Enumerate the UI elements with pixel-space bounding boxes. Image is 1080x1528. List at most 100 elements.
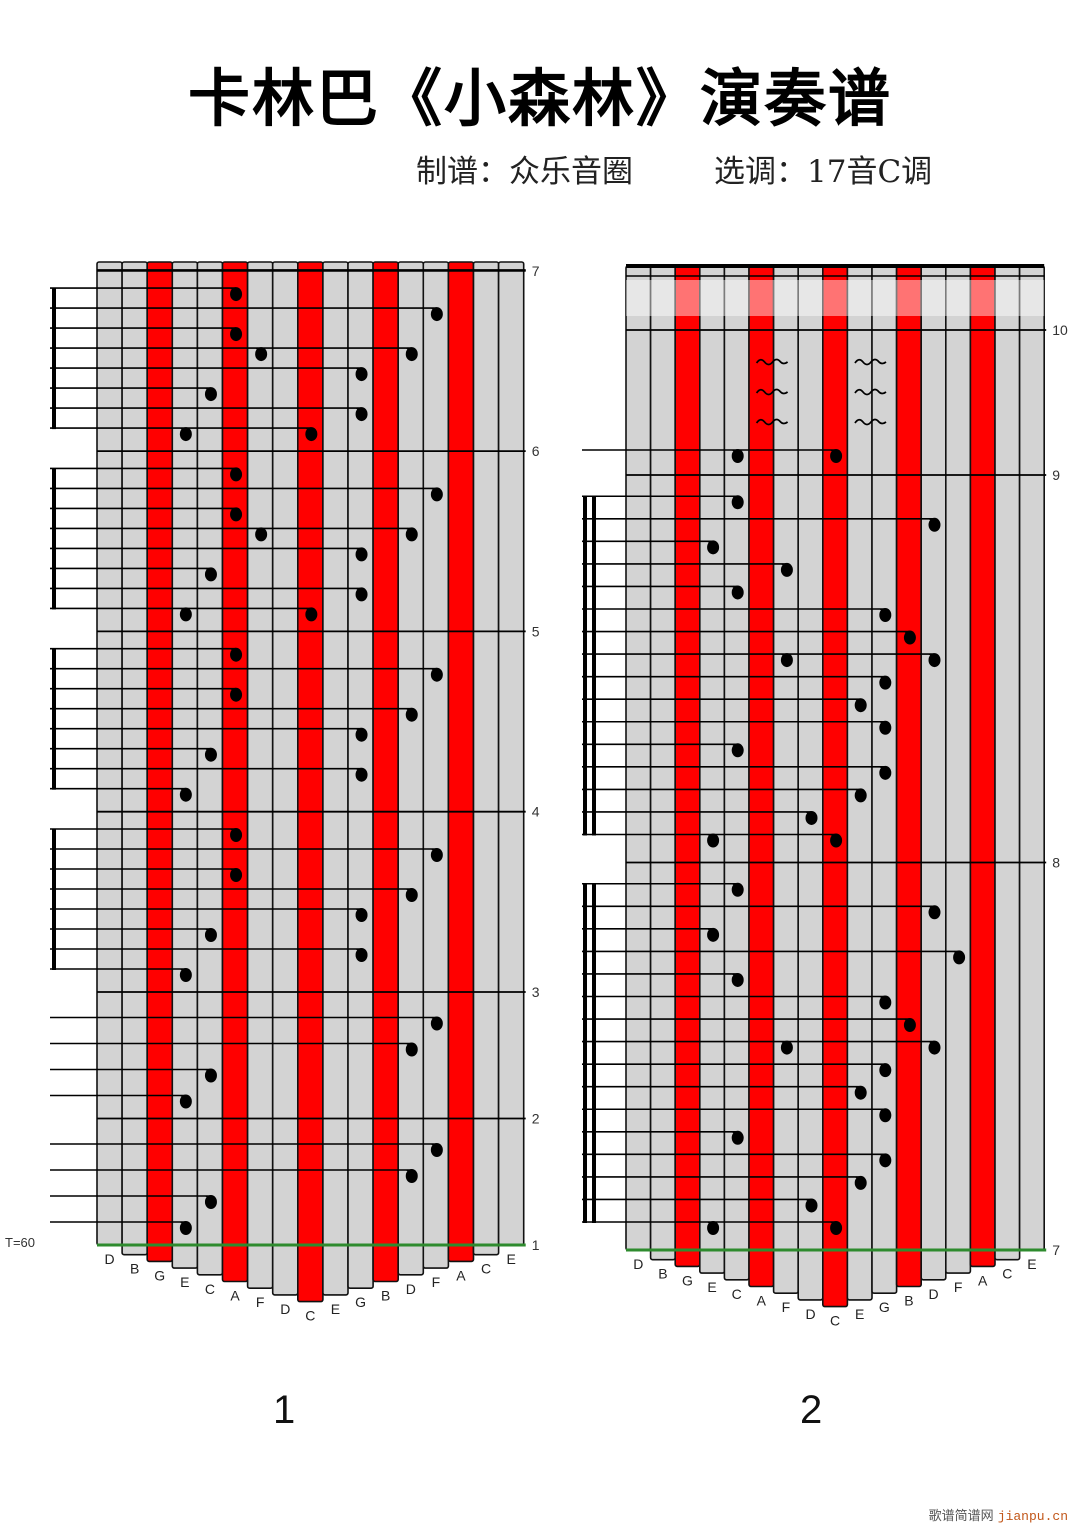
note-C — [830, 833, 843, 848]
tine-B — [895, 265, 922, 1288]
beam — [52, 648, 56, 790]
note-flag — [255, 527, 262, 533]
note-F — [430, 667, 443, 682]
tremolo-mark — [755, 358, 789, 366]
note-F — [430, 1143, 443, 1157]
note-flag — [830, 449, 837, 454]
note-A — [230, 327, 243, 342]
note-flag — [879, 1063, 886, 1068]
note-D — [405, 707, 418, 722]
tine-D — [397, 261, 425, 1276]
note-E — [179, 1221, 192, 1235]
note-flag — [431, 307, 438, 312]
tine-label: E — [331, 1301, 340, 1317]
tremolo-mark — [755, 388, 789, 396]
note-flag — [904, 1018, 911, 1023]
note-G — [355, 367, 368, 382]
key-label: 选调：17音C调 — [714, 154, 933, 190]
note-flag — [732, 1131, 739, 1136]
note-C — [305, 427, 318, 442]
note-E — [707, 1221, 720, 1235]
note-flag — [431, 668, 438, 673]
note-flag — [879, 608, 886, 613]
note-flag — [806, 1198, 812, 1204]
note-flag — [732, 743, 739, 748]
note-G — [879, 1153, 892, 1168]
tine-E — [171, 261, 199, 1269]
note-flag — [205, 387, 212, 392]
note-G — [879, 675, 892, 690]
note-flag — [180, 427, 187, 432]
note-flag — [855, 788, 862, 794]
note-C — [204, 1195, 217, 1209]
note-G — [879, 995, 892, 1010]
note-F — [780, 562, 793, 577]
note-flag — [929, 518, 935, 523]
note-flag — [305, 607, 312, 613]
measure-number: 8 — [1052, 855, 1060, 871]
tine-F — [422, 261, 450, 1269]
note-C — [731, 882, 744, 897]
note-E — [179, 427, 192, 442]
note-flag — [230, 507, 237, 513]
arranger-label: 制谱：众乐音圈 — [416, 154, 633, 190]
tine-C — [994, 265, 1021, 1261]
tine-label: D — [104, 1251, 114, 1267]
note-flag — [205, 567, 212, 573]
note-G — [879, 1063, 892, 1078]
beam — [52, 288, 56, 430]
note-flag — [406, 347, 413, 352]
note-flag — [230, 467, 237, 473]
note-D — [405, 1042, 418, 1057]
measure-number: 7 — [1052, 1242, 1060, 1258]
note-F — [430, 307, 443, 322]
note-D — [928, 905, 941, 920]
measure-number: 9 — [1052, 467, 1060, 483]
tine-label: E — [707, 1279, 716, 1295]
note-flag — [230, 868, 237, 873]
tine-label: E — [855, 1306, 864, 1322]
note-flag — [356, 367, 362, 372]
note-flag — [953, 950, 960, 956]
note-flag — [929, 905, 935, 910]
note-C — [204, 567, 217, 582]
note-E — [854, 1085, 867, 1100]
note-E — [179, 1094, 192, 1109]
tine-label: D — [805, 1306, 815, 1322]
note-D — [405, 1169, 418, 1183]
tine-C — [296, 261, 324, 1303]
note-flag — [732, 449, 739, 454]
note-G — [355, 767, 368, 782]
note-C — [731, 1130, 744, 1145]
note-flag — [356, 908, 362, 913]
tine-label: B — [381, 1288, 390, 1304]
note-flag — [356, 547, 362, 553]
note-flag — [205, 1195, 212, 1200]
note-F — [953, 950, 966, 965]
tine-label: A — [978, 1272, 988, 1288]
note-flag — [180, 607, 187, 613]
tine-E — [1018, 265, 1045, 1251]
watermark: 歌谱简谱网 jianpu.cn — [929, 1505, 1068, 1524]
note-C — [204, 1068, 217, 1083]
tine-label: E — [1027, 1256, 1036, 1272]
tine-B — [649, 265, 676, 1261]
beam — [52, 829, 56, 970]
note-D — [405, 347, 418, 362]
note-A — [230, 507, 243, 522]
note-flag — [180, 1221, 187, 1226]
note-flag — [732, 973, 739, 978]
watermark-en: jianpu.cn — [997, 1509, 1068, 1524]
note-flag — [356, 768, 362, 773]
note-B — [903, 630, 916, 645]
tine-label: F — [782, 1299, 791, 1315]
tine-label: D — [280, 1301, 290, 1317]
note-flag — [356, 948, 362, 953]
note-flag — [230, 327, 237, 332]
header-band — [626, 280, 1045, 316]
note-flag — [356, 587, 362, 593]
tremolo-mark — [854, 358, 887, 366]
note-C — [731, 495, 744, 510]
